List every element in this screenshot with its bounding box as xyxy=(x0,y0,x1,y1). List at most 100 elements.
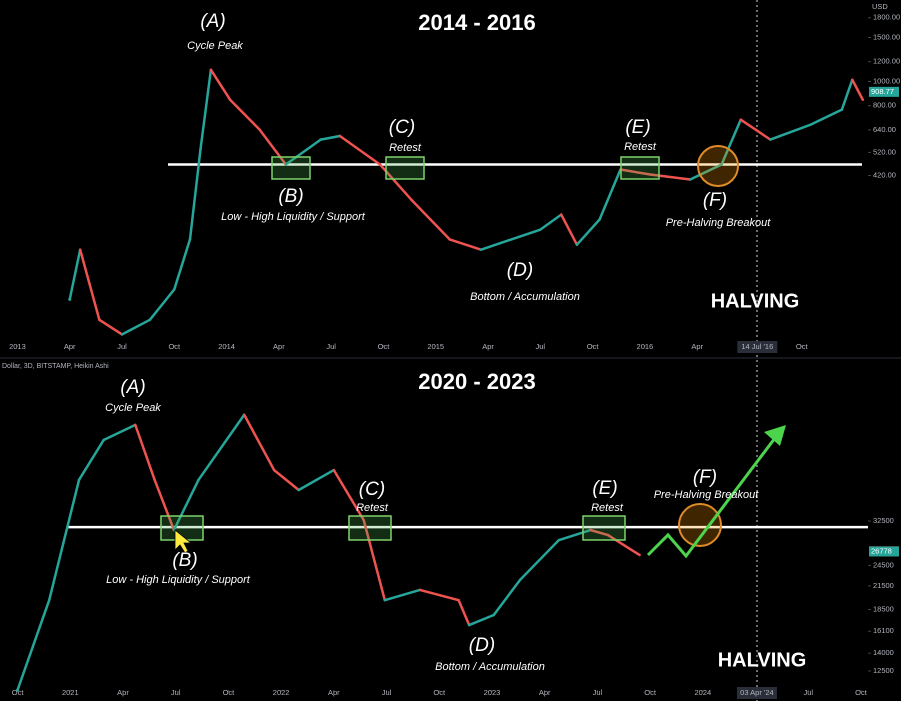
annotation-letter: (B) xyxy=(172,550,197,571)
annotation-letter: (C) xyxy=(359,479,385,500)
y-tick-label: 18500 xyxy=(873,604,894,613)
price-segment xyxy=(720,118,743,166)
x-tick-label: 2015 xyxy=(427,342,444,351)
price-tag xyxy=(869,546,899,557)
price-segment xyxy=(78,248,101,322)
cursor xyxy=(174,529,193,554)
price-segment xyxy=(199,68,213,151)
annotation: Low - High Liquidity / Support xyxy=(221,211,366,223)
zone-box xyxy=(620,156,660,180)
price-segment xyxy=(589,528,610,537)
annotation-letter: (A) xyxy=(120,377,145,398)
x-tick-label: Oct xyxy=(587,342,600,351)
price-segment xyxy=(197,413,246,482)
x-tick-label: 2023 xyxy=(484,688,501,697)
price-segment xyxy=(120,318,152,336)
x-tick-highlight xyxy=(736,687,777,699)
price-tag-label: 26778 xyxy=(871,546,892,555)
chart-title: 2020 - 2023 xyxy=(418,369,535,394)
breakout-circle xyxy=(678,503,722,547)
y-tick-label: 12500 xyxy=(873,666,894,675)
price-segment xyxy=(228,98,261,131)
price-segment xyxy=(851,78,865,101)
x-tick-label: Jul xyxy=(326,342,336,351)
x-tick-label: Apr xyxy=(64,342,76,351)
price-segment xyxy=(148,288,176,322)
y-tick-label: 800.00 xyxy=(873,101,896,110)
annotation: Retest xyxy=(624,141,657,153)
price-segment xyxy=(338,134,382,166)
breakout-circle xyxy=(697,145,739,187)
price-tag-label: 908.77 xyxy=(871,87,894,96)
price-segment xyxy=(606,533,641,557)
x-tick-label: 2022 xyxy=(273,688,290,697)
price-segment xyxy=(479,228,542,251)
x-tick-label: Apr xyxy=(328,688,340,697)
annotation: Retest xyxy=(356,502,389,514)
price-segment xyxy=(242,413,276,472)
price-segment xyxy=(209,68,232,101)
annotation: Retest xyxy=(389,142,422,154)
zone-box xyxy=(582,515,626,541)
price-segment xyxy=(410,198,451,241)
annotation-letter: (F) xyxy=(703,190,727,211)
x-tick-label: Jul xyxy=(117,342,127,351)
price-segment xyxy=(98,318,124,336)
price-segment xyxy=(598,168,622,221)
price-segment xyxy=(272,468,300,492)
price-segment xyxy=(378,163,413,201)
price-segment xyxy=(769,123,812,141)
annotation: Low - High Liquidity / Support xyxy=(106,574,251,586)
x-tick-label: Oct xyxy=(168,342,181,351)
x-tick-label: Oct xyxy=(855,688,868,697)
chart-title: 2014 - 2016 xyxy=(418,10,535,35)
price-segment xyxy=(188,148,202,241)
y-tick-label: 14000 xyxy=(873,648,894,657)
zone-box xyxy=(385,156,425,180)
x-tick-label: Apr xyxy=(273,342,285,351)
price-segment xyxy=(77,438,105,482)
x-tick-label: Jul xyxy=(803,688,813,697)
y-tick-label: 16100 xyxy=(873,626,894,635)
x-tick-label: Oct xyxy=(433,688,446,697)
price-segment xyxy=(539,213,563,231)
annotation-letter: (D) xyxy=(469,635,495,656)
y-tick-label: 420.00 xyxy=(873,171,896,180)
y-tick-label: 1000.00 xyxy=(873,76,900,85)
annotation: Cycle Peak xyxy=(105,402,161,414)
x-tick-label: Oct xyxy=(378,342,391,351)
y-tick-label: 1200.00 xyxy=(873,57,900,66)
x-tick-label: Jul xyxy=(593,688,603,697)
x-tick-label: 14 Jul '16 xyxy=(741,342,773,351)
annotation-letter: (D) xyxy=(507,260,533,281)
y-tick-label: 1800.00 xyxy=(873,13,900,22)
price-segment xyxy=(134,423,156,482)
annotation-letter: (B) xyxy=(278,186,303,207)
chart-header: Dollar, 3D, BITSTAMP, Heikin Ashi xyxy=(2,363,109,370)
annotation-letter: (E) xyxy=(625,117,650,138)
annotation-letter: (A) xyxy=(200,11,225,32)
annotation: Cycle Peak xyxy=(187,40,243,52)
x-tick-label: Oct xyxy=(644,688,657,697)
layer-marks: 2013 Apr Jul Oct 2014 Apr Jul Oct 2015 Apr Jul Oct 2… xyxy=(9,13,900,699)
price-segment xyxy=(688,163,723,181)
annotation-letter: (E) xyxy=(592,478,617,499)
x-tick-label: Oct xyxy=(796,342,809,351)
price-segment xyxy=(809,108,844,126)
x-tick-label: Apr xyxy=(691,342,703,351)
annotation: Bottom / Accumulation xyxy=(435,661,545,673)
zone-box xyxy=(271,156,311,180)
price-segment xyxy=(739,118,772,141)
x-tick-label: 2021 xyxy=(62,688,79,697)
x-tick-highlight xyxy=(737,341,778,353)
price-segment xyxy=(258,128,288,166)
price-segment xyxy=(362,518,387,602)
annotation: Pre-Halving Breakout xyxy=(666,217,771,229)
y-tick-label: 24500 xyxy=(873,560,894,569)
price-segment xyxy=(418,588,460,602)
price-segment xyxy=(448,238,483,251)
currency-label: USD xyxy=(872,2,888,11)
price-segment xyxy=(319,134,342,141)
price-segment xyxy=(383,588,422,602)
